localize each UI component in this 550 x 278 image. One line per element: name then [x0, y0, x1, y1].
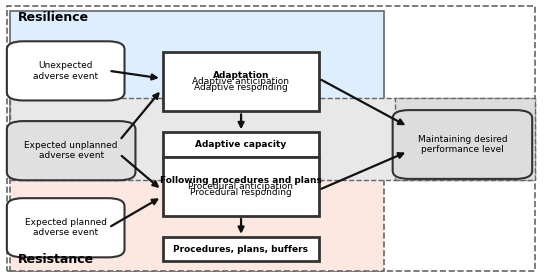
Text: Procedural responding: Procedural responding [190, 188, 292, 197]
Text: Procedures, plans, buffers: Procedures, plans, buffers [173, 245, 309, 254]
Text: Expected unplanned
adverse event: Expected unplanned adverse event [24, 141, 118, 160]
FancyBboxPatch shape [163, 157, 319, 216]
FancyBboxPatch shape [9, 11, 384, 133]
Text: Maintaining desired
performance level: Maintaining desired performance level [417, 135, 507, 154]
FancyBboxPatch shape [7, 121, 135, 180]
Text: Following procedures and plans: Following procedures and plans [160, 176, 322, 185]
Text: Adaptive responding: Adaptive responding [194, 83, 288, 93]
Text: Adaptation: Adaptation [212, 71, 269, 80]
Text: Resilience: Resilience [18, 11, 89, 24]
FancyBboxPatch shape [163, 237, 319, 262]
FancyBboxPatch shape [7, 41, 124, 100]
Text: Adaptive capacity: Adaptive capacity [195, 140, 287, 149]
FancyBboxPatch shape [7, 6, 535, 271]
FancyBboxPatch shape [393, 110, 532, 179]
Text: Adaptive anticipation: Adaptive anticipation [192, 77, 289, 86]
Text: Unexpected
adverse event: Unexpected adverse event [33, 61, 98, 81]
FancyBboxPatch shape [9, 98, 535, 180]
Text: Procedural anticipation: Procedural anticipation [188, 182, 293, 191]
Text: Resistance: Resistance [18, 253, 94, 266]
FancyBboxPatch shape [163, 52, 319, 111]
FancyBboxPatch shape [9, 139, 384, 271]
Text: Expected planned
adverse event: Expected planned adverse event [25, 218, 107, 237]
FancyBboxPatch shape [395, 98, 535, 180]
FancyBboxPatch shape [7, 198, 124, 257]
FancyBboxPatch shape [163, 132, 319, 157]
